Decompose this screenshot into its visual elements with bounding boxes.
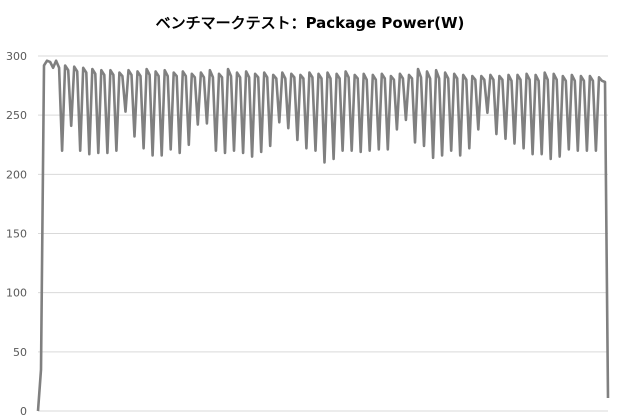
series-lines bbox=[36, 59, 610, 412]
y-tick-label: 200 bbox=[6, 168, 27, 181]
y-tick-label: 50 bbox=[13, 346, 27, 359]
y-axis-ticks: 0 50 100 150 200 250 300 bbox=[6, 50, 27, 418]
y-tick-label: 150 bbox=[6, 228, 27, 241]
y-tick-label: 0 bbox=[20, 405, 27, 418]
y-tick-label: 100 bbox=[6, 287, 27, 300]
y-tick-label: 250 bbox=[6, 109, 27, 122]
y-tick-label: 300 bbox=[6, 50, 27, 63]
gridlines bbox=[38, 55, 608, 412]
series-line bbox=[36, 59, 610, 412]
chart-title: ベンチマークテスト：Package Power(W) bbox=[155, 14, 465, 32]
